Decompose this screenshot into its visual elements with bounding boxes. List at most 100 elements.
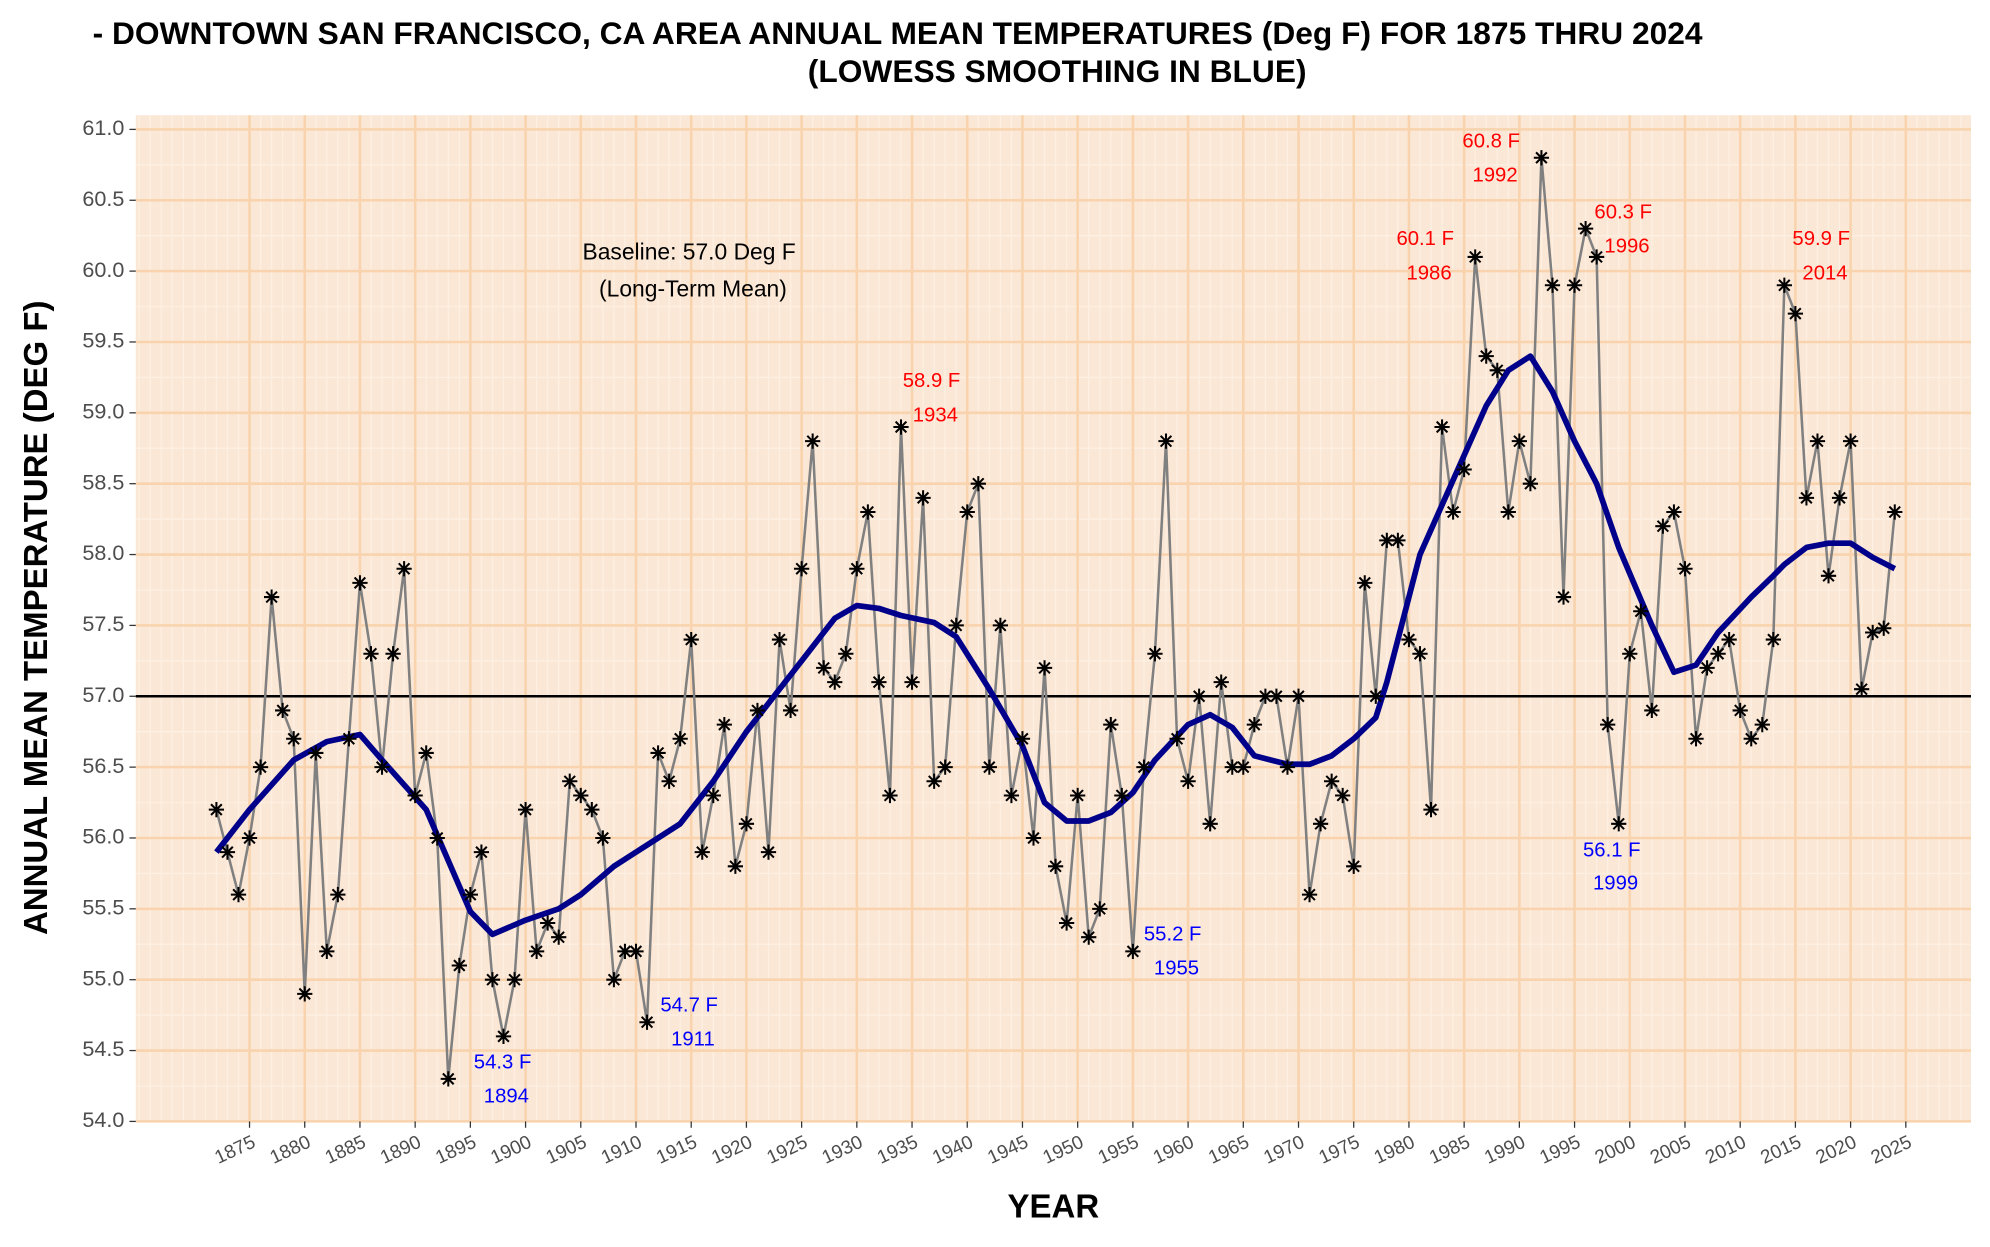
point xyxy=(1103,716,1119,733)
point xyxy=(551,929,567,945)
point xyxy=(749,702,766,719)
point xyxy=(1787,306,1804,322)
point xyxy=(407,787,423,804)
point xyxy=(1589,249,1605,265)
point xyxy=(1699,660,1715,676)
x-tick-label: 2015 xyxy=(1757,1132,1804,1169)
y-tick-label: 55.0 xyxy=(82,965,124,990)
point xyxy=(1842,433,1859,449)
point xyxy=(1555,589,1572,605)
point xyxy=(208,802,225,818)
point xyxy=(1611,816,1627,832)
point xyxy=(1765,631,1781,648)
x-tick-label: 1920 xyxy=(708,1132,755,1169)
point xyxy=(1622,646,1638,662)
point xyxy=(330,887,346,903)
point xyxy=(1158,433,1174,449)
point xyxy=(1279,759,1296,775)
y-tick-label: 56.0 xyxy=(82,824,124,849)
point xyxy=(694,844,710,860)
x-tick-label: 1880 xyxy=(267,1132,314,1169)
x-tick-label: 2010 xyxy=(1702,1132,1749,1169)
annotation: 56.1 F xyxy=(1583,840,1641,862)
point xyxy=(1014,731,1031,747)
chart-subtitle: (LOWESS SMOOTHING IN BLUE) xyxy=(808,53,1307,89)
point xyxy=(1191,688,1207,704)
point xyxy=(1059,915,1075,931)
point xyxy=(308,745,324,761)
x-tick-label: 1905 xyxy=(543,1132,590,1169)
y-tick-label: 60.0 xyxy=(82,257,124,282)
point xyxy=(1754,716,1770,733)
point xyxy=(849,561,865,577)
y-tick-label: 54.0 xyxy=(82,1107,124,1132)
point xyxy=(1346,858,1362,874)
y-tick-label: 61.0 xyxy=(82,115,124,140)
point xyxy=(263,589,280,605)
x-tick-label: 1950 xyxy=(1040,1132,1087,1169)
point xyxy=(440,1071,456,1087)
x-tick-label: 1915 xyxy=(653,1132,700,1169)
annotation: 60.3 F xyxy=(1594,201,1652,223)
x-tick-label: 1900 xyxy=(488,1132,535,1169)
annotation: 59.9 F xyxy=(1792,228,1850,250)
point xyxy=(816,660,832,676)
point xyxy=(1876,620,1892,636)
point xyxy=(1268,688,1285,704)
point xyxy=(705,787,721,804)
annotation: (Long-Term Mean) xyxy=(599,276,787,302)
point xyxy=(926,773,942,789)
point xyxy=(385,646,401,662)
point xyxy=(484,972,501,988)
point xyxy=(727,858,743,874)
point xyxy=(1688,731,1704,747)
point xyxy=(1776,277,1792,293)
point xyxy=(1324,773,1340,789)
point xyxy=(1809,433,1826,449)
grid xyxy=(135,115,1971,1123)
point xyxy=(1290,688,1307,704)
point xyxy=(230,887,247,903)
x-tick-label: 1985 xyxy=(1426,1132,1473,1169)
point xyxy=(1533,150,1550,166)
point xyxy=(1312,816,1329,832)
x-tick-label: 1940 xyxy=(929,1132,976,1169)
x-tick-label: 2020 xyxy=(1813,1132,1860,1169)
point xyxy=(1710,646,1726,662)
point xyxy=(1467,249,1483,265)
point xyxy=(650,745,666,761)
point xyxy=(639,1014,655,1030)
x-tick-label: 1990 xyxy=(1481,1132,1528,1169)
point xyxy=(1644,702,1660,719)
annotation: 1992 xyxy=(1472,165,1517,187)
point xyxy=(1081,929,1097,945)
point xyxy=(1125,943,1141,959)
point xyxy=(418,745,434,761)
point xyxy=(794,561,810,577)
annotation: 58.9 F xyxy=(903,370,961,392)
point xyxy=(584,802,600,818)
point xyxy=(473,844,490,860)
x-tick-label: 2025 xyxy=(1868,1132,1915,1169)
point xyxy=(992,617,1008,634)
point xyxy=(782,702,799,719)
point xyxy=(1677,561,1693,577)
point xyxy=(1257,688,1274,704)
point xyxy=(1500,504,1516,520)
point xyxy=(1522,476,1539,492)
x-tick-label: 1885 xyxy=(322,1132,369,1169)
point xyxy=(1566,277,1583,293)
annotation: 1996 xyxy=(1604,236,1649,258)
point xyxy=(1224,759,1240,775)
point xyxy=(672,731,688,747)
point xyxy=(1213,674,1229,690)
point xyxy=(1434,419,1450,435)
point xyxy=(904,674,920,690)
point xyxy=(573,787,589,804)
point xyxy=(540,915,556,931)
annotation: 1894 xyxy=(484,1086,529,1108)
x-tick-label: 1945 xyxy=(985,1132,1032,1169)
point xyxy=(506,972,523,988)
point xyxy=(1368,688,1384,704)
point xyxy=(1544,277,1561,293)
